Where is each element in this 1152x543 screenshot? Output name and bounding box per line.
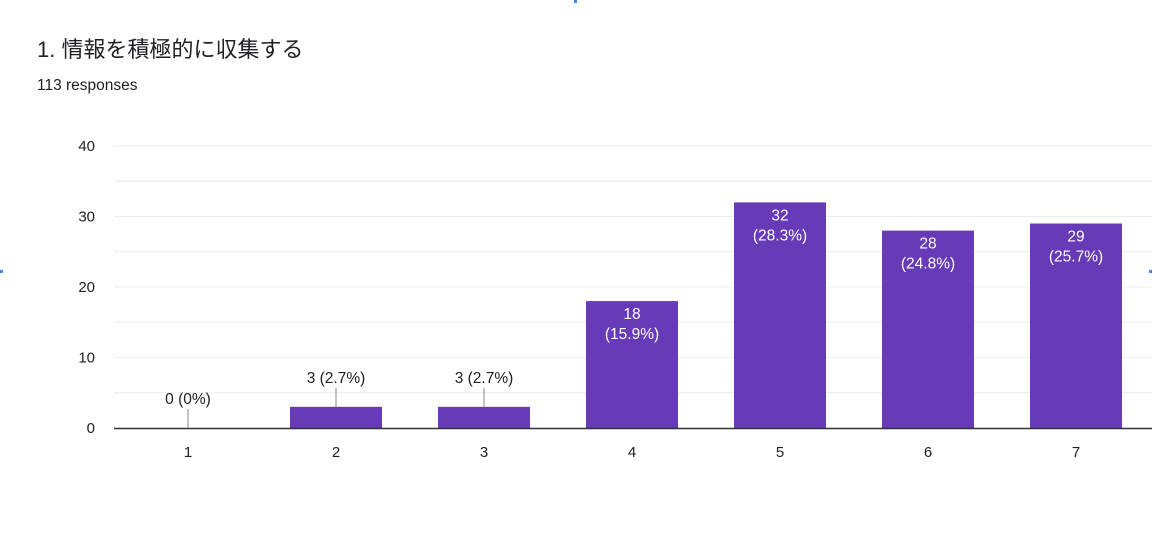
x-tick-label: 2 (332, 444, 340, 461)
y-tick-label: 0 (87, 420, 95, 437)
selection-handle-right[interactable] (1149, 270, 1152, 273)
response-count: 113 responses (37, 77, 138, 94)
data-label: (24.8%) (901, 256, 955, 273)
data-label: 29 (1067, 229, 1084, 246)
chart-title: 1. 情報を積極的に収集する (37, 37, 304, 62)
data-label: 3 (2.7%) (307, 370, 366, 387)
x-tick-label: 3 (480, 444, 488, 461)
y-tick-label: 30 (78, 209, 95, 226)
data-label: 0 (0%) (165, 391, 211, 408)
y-tick-label: 40 (78, 138, 95, 155)
x-tick-label: 7 (1072, 444, 1080, 461)
data-label: (28.3%) (753, 227, 807, 244)
bar (438, 406, 530, 428)
x-tick-label: 5 (776, 444, 784, 461)
data-label: 3 (2.7%) (455, 370, 514, 387)
bar (1030, 223, 1122, 428)
y-tick-label: 20 (78, 279, 95, 296)
bar (882, 230, 974, 428)
selection-handle-top[interactable] (574, 0, 577, 3)
data-label: (15.9%) (605, 326, 659, 343)
bar (290, 406, 382, 428)
bar (586, 301, 678, 428)
x-tick-label: 1 (184, 444, 192, 461)
selection-handle-left[interactable] (0, 270, 3, 273)
data-label: (25.7%) (1049, 249, 1103, 266)
x-tick-label: 6 (924, 444, 932, 461)
data-label: 18 (623, 306, 640, 323)
data-label: 32 (771, 207, 788, 224)
y-tick-label: 10 (78, 350, 95, 367)
data-label: 28 (919, 236, 936, 253)
x-tick-label: 4 (628, 444, 636, 461)
bar (734, 202, 826, 428)
